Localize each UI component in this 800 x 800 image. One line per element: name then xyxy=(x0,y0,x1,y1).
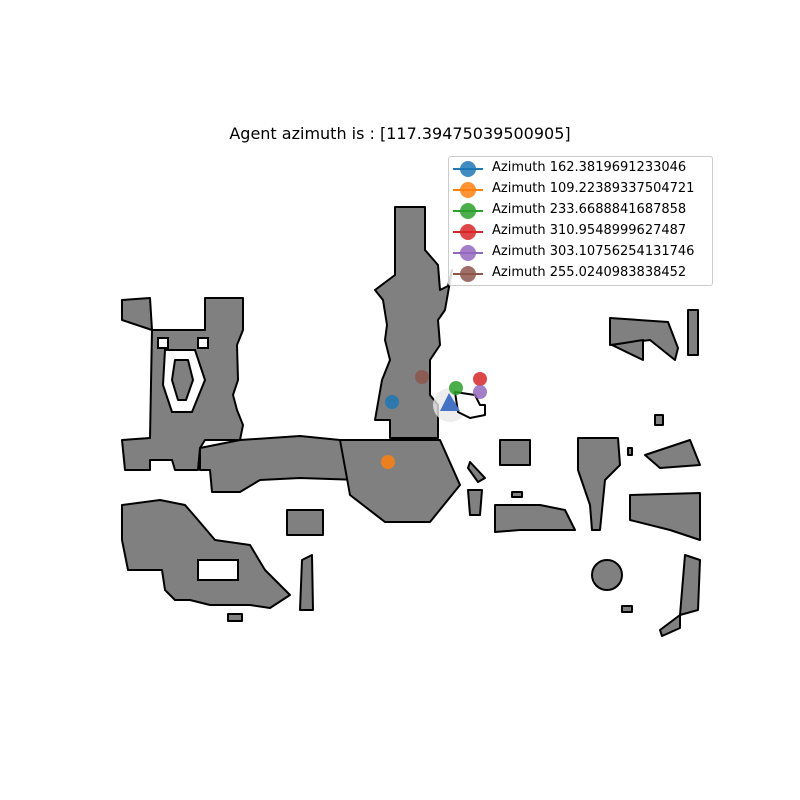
legend-label: Azimuth 255.0240983838452 xyxy=(492,265,687,280)
map-title: Agent azimuth is : [117.39475039500905] xyxy=(229,124,571,143)
map-region-lower-left xyxy=(121,499,291,609)
map-region-right-column xyxy=(577,437,621,531)
legend: Azimuth 162.3819691233046 Azimuth 109.223… xyxy=(448,156,713,286)
map-region-right-lower xyxy=(679,554,701,616)
map-hole-left-small xyxy=(157,337,209,349)
map-region-right-wedge xyxy=(611,339,644,361)
azimuth-marker-6 xyxy=(415,370,429,384)
azimuth-marker-5 xyxy=(473,385,487,399)
map-region-right-post xyxy=(687,309,699,356)
legend-marker-icon xyxy=(460,266,476,282)
map-region-round xyxy=(591,559,623,591)
legend-entry: Azimuth 255.0240983838452 xyxy=(449,263,712,284)
azimuth-marker-1 xyxy=(385,395,399,409)
azimuth-marker-3 xyxy=(449,381,463,395)
map-region-small-block xyxy=(286,509,324,536)
map-region-sliver xyxy=(299,554,314,611)
legend-label: Azimuth 303.10756254131746 xyxy=(492,244,695,259)
legend-label: Azimuth 162.3819691233046 xyxy=(492,160,687,175)
map-hole-lower-left xyxy=(197,559,239,581)
map-region-hex-room xyxy=(339,439,461,523)
legend-label: Azimuth 233.6688841687858 xyxy=(492,202,687,217)
map-region-center-bits xyxy=(467,461,523,516)
legend-marker-icon xyxy=(460,245,476,261)
legend-entry: Azimuth 162.3819691233046 xyxy=(449,158,712,179)
map-region-bottom-piece xyxy=(227,613,243,622)
map-region-right-small xyxy=(499,439,531,466)
legend-marker-icon xyxy=(460,224,476,240)
legend-label: Azimuth 109.22389337504721 xyxy=(492,181,695,196)
map-region-right-angled xyxy=(644,439,701,469)
map-region-corridor xyxy=(199,435,361,493)
azimuth-marker-4 xyxy=(473,372,487,386)
azimuth-marker-2 xyxy=(381,455,395,469)
legend-entry: Azimuth 233.6688841687858 xyxy=(449,200,712,221)
legend-entry: Azimuth 109.22389337504721 xyxy=(449,179,712,200)
map-region-right-strip xyxy=(609,317,679,361)
legend-entry: Azimuth 310.9548999627487 xyxy=(449,221,712,242)
legend-marker-icon xyxy=(460,182,476,198)
map-region-right-tiny xyxy=(621,414,664,613)
map-region-right-mid xyxy=(494,504,576,533)
legend-marker-icon xyxy=(460,203,476,219)
legend-entry: Azimuth 303.10756254131746 xyxy=(449,242,712,263)
legend-label: Azimuth 310.9548999627487 xyxy=(492,223,687,238)
map-region-right-lower-sliver xyxy=(659,614,681,637)
triangle-agent-icon xyxy=(440,393,460,411)
legend-marker-icon xyxy=(460,161,476,177)
map-region-left-inner xyxy=(171,359,194,401)
map-region-right-block xyxy=(629,492,701,541)
